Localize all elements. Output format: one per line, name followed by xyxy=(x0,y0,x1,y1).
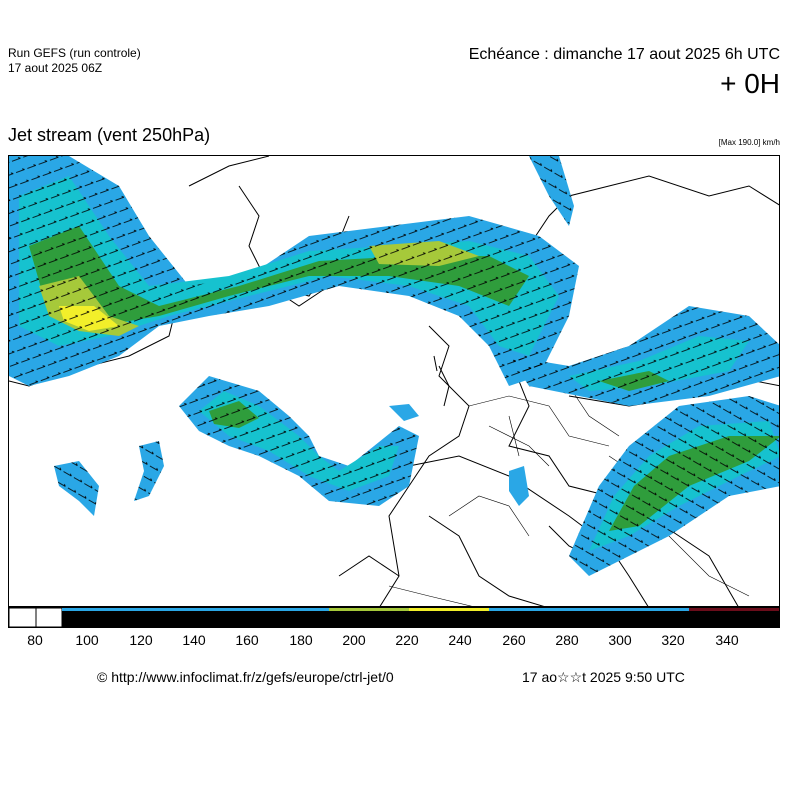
tick-label: 320 xyxy=(661,632,685,648)
colorbar-ticks: 80 100 120 140 160 180 200 220 240 260 2… xyxy=(8,632,780,650)
tick-label: 100 xyxy=(75,632,99,648)
tick-label: 220 xyxy=(395,632,419,648)
map-title: Jet stream (vent 250hPa) xyxy=(8,125,211,145)
wind-arrows xyxy=(9,156,779,576)
forecast-valid-time: Echéance : dimanche 17 aout 2025 6h UTC xyxy=(468,46,780,63)
tick-label: 180 xyxy=(289,632,313,648)
tick-label: 80 xyxy=(27,632,43,648)
run-title: Run GEFS (run controle) xyxy=(8,46,141,60)
tick-label: 120 xyxy=(129,632,153,648)
tick-label: 340 xyxy=(715,632,739,648)
map-canvas xyxy=(9,156,779,606)
colorbar-svg xyxy=(8,607,779,628)
run-date: 17 aout 2025 06Z xyxy=(8,61,103,75)
colorbar-swatch-80 xyxy=(8,607,37,628)
source-credit: © http://www.infoclimat.fr/z/gefs/europe… xyxy=(97,669,394,685)
lead-time: + 0H xyxy=(720,68,780,99)
tick-label: 140 xyxy=(182,632,206,648)
wind-speed-colorbar xyxy=(8,607,780,628)
colorbar-swatch-90 xyxy=(35,607,63,628)
tick-label: 240 xyxy=(448,632,472,648)
tick-label: 200 xyxy=(342,632,366,648)
generation-timestamp: 17 ao☆☆t 2025 9:50 UTC xyxy=(522,669,685,685)
tick-label: 260 xyxy=(502,632,526,648)
colorbar-main xyxy=(62,608,779,627)
tick-label: 300 xyxy=(608,632,632,648)
tick-label: 160 xyxy=(235,632,259,648)
colorbar-top-green xyxy=(329,608,409,611)
colorbar-top-yellow xyxy=(409,608,489,611)
tick-label: 280 xyxy=(555,632,579,648)
max-wind-note: [Max 190.0] km/h xyxy=(718,138,780,147)
colorbar-top-red xyxy=(689,608,779,611)
jet-stream-map xyxy=(8,155,780,607)
